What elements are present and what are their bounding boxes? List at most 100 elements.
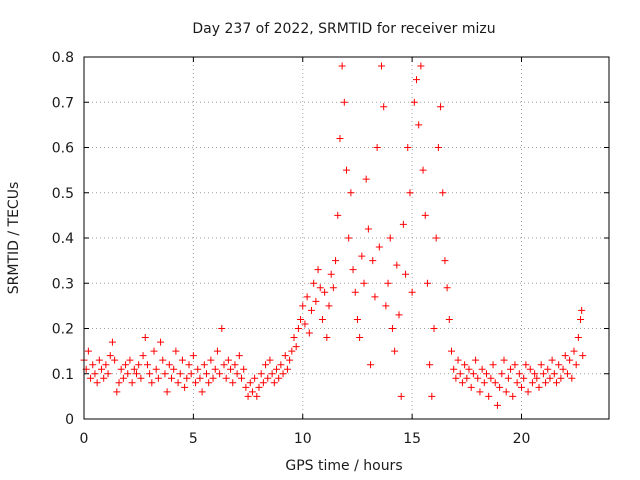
data-point <box>373 144 381 151</box>
data-point <box>384 279 392 287</box>
data-point <box>393 261 401 269</box>
data-point <box>577 315 585 323</box>
data-point <box>434 144 442 151</box>
data-point <box>448 347 455 355</box>
data-point <box>91 370 99 378</box>
data-point <box>386 234 394 242</box>
data-point <box>360 279 368 287</box>
data-point <box>496 383 504 391</box>
data-point <box>511 361 519 369</box>
data-point <box>353 315 361 323</box>
data-point <box>165 361 173 369</box>
data-point <box>325 302 333 310</box>
data-point <box>402 270 410 278</box>
data-point <box>207 356 215 364</box>
data-point <box>286 356 294 364</box>
y-tick-label: 0.5 <box>52 186 74 202</box>
data-point <box>176 370 184 378</box>
data-point <box>507 365 515 373</box>
y-tick-label: 0.2 <box>52 322 74 338</box>
plot-frame <box>83 56 610 420</box>
data-point <box>388 325 396 332</box>
data-point <box>255 383 263 391</box>
data-point <box>548 356 556 364</box>
data-point <box>566 356 574 364</box>
data-point <box>432 234 440 242</box>
data-point <box>423 279 431 287</box>
x-tick-labels: 0 5 10 15 20 <box>80 431 531 447</box>
data-point <box>238 374 245 382</box>
data-point <box>338 62 346 70</box>
data-point <box>570 347 578 355</box>
data-point <box>469 370 477 378</box>
data-point <box>472 356 480 364</box>
data-point <box>555 361 563 369</box>
data-point <box>126 356 134 364</box>
chart-title: Day 237 of 2022, SRMTID for receiver miz… <box>192 21 495 37</box>
data-point <box>544 365 552 373</box>
data-point <box>458 379 466 387</box>
data-point <box>410 98 418 106</box>
data-point <box>104 370 112 378</box>
data-point <box>220 361 228 369</box>
data-point <box>578 306 586 314</box>
data-point <box>382 302 390 310</box>
data-point <box>224 356 232 364</box>
data-point <box>240 365 248 373</box>
data-point <box>303 293 311 301</box>
data-point <box>130 365 138 373</box>
data-point <box>542 379 550 387</box>
data-point <box>563 370 571 378</box>
data-point <box>168 374 175 382</box>
data-point <box>574 334 582 342</box>
data-point <box>128 379 136 387</box>
data-point <box>356 334 364 342</box>
data-point <box>294 325 302 332</box>
data-point <box>515 370 523 378</box>
data-point <box>461 361 469 369</box>
data-point <box>572 361 580 369</box>
data-point <box>452 374 460 382</box>
data-point <box>513 379 521 387</box>
data-point <box>150 347 158 355</box>
data-point <box>115 379 123 387</box>
data-point <box>568 374 576 382</box>
data-point <box>259 379 267 387</box>
data-point <box>277 361 285 369</box>
data-point <box>133 370 140 378</box>
data-point <box>347 189 355 197</box>
data-point <box>290 334 298 342</box>
data-point <box>454 356 462 364</box>
data-point <box>493 401 501 409</box>
data-point <box>526 365 534 373</box>
grid-lines <box>84 57 609 419</box>
data-point <box>275 374 283 382</box>
data-point <box>362 175 370 183</box>
y-tick-label: 0.6 <box>52 141 74 157</box>
data-point <box>535 383 543 391</box>
x-tick-label: 20 <box>513 431 531 447</box>
data-point <box>246 379 254 387</box>
x-tick-label: 10 <box>294 431 312 447</box>
data-point <box>345 234 353 242</box>
data-point <box>349 266 357 274</box>
data-point <box>553 379 560 387</box>
data-point <box>559 365 567 373</box>
data-point <box>141 334 149 342</box>
data-point <box>450 365 458 373</box>
data-point <box>522 361 530 369</box>
data-point <box>439 189 447 197</box>
data-point <box>98 365 105 373</box>
data-point <box>170 365 178 373</box>
data-point <box>229 379 237 387</box>
data-point <box>95 356 103 364</box>
data-point <box>443 284 451 292</box>
data-point <box>154 374 162 382</box>
data-point <box>419 166 427 174</box>
data-point <box>194 365 202 373</box>
data-point <box>174 379 182 387</box>
y-tick-labels: 0 0.1 0.2 0.3 0.4 0.5 0.6 0.7 0.8 <box>52 50 74 428</box>
data-point <box>189 352 197 360</box>
data-point <box>340 98 348 106</box>
